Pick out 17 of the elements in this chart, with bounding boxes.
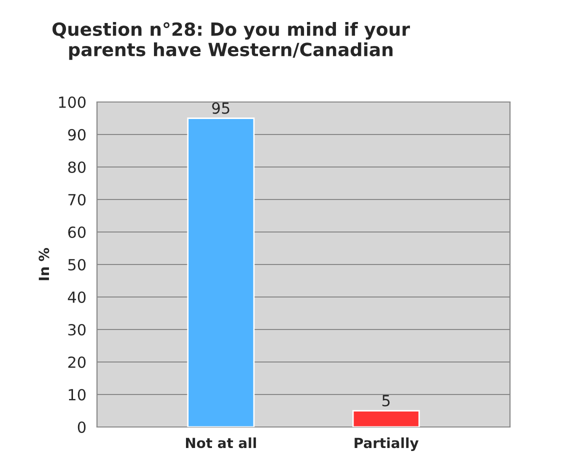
y-tick-label: 80 bbox=[68, 161, 86, 174]
y-axis-title: In % bbox=[38, 248, 50, 280]
data-label: 5 bbox=[382, 395, 390, 406]
y-tick-label: 40 bbox=[68, 291, 86, 304]
chart-title: Question n°28: Do you mind if your parents have Western/Canadian bbox=[52, 22, 410, 60]
x-tick-label: Not at all bbox=[186, 437, 256, 448]
y-tick-label: 70 bbox=[68, 194, 86, 206]
y-tick-label: 90 bbox=[68, 128, 86, 141]
y-tick-label: 30 bbox=[68, 324, 86, 336]
data-label: 95 bbox=[212, 102, 230, 114]
y-tick-label: 10 bbox=[68, 388, 86, 401]
y-tick-label: 50 bbox=[68, 258, 86, 271]
y-tick-label: 60 bbox=[68, 226, 86, 238]
y-tick-label: 20 bbox=[68, 356, 86, 368]
y-tick-label: 0 bbox=[78, 421, 86, 434]
y-tick-label: 100 bbox=[59, 96, 86, 108]
x-tick-label: Partially bbox=[354, 437, 419, 451]
